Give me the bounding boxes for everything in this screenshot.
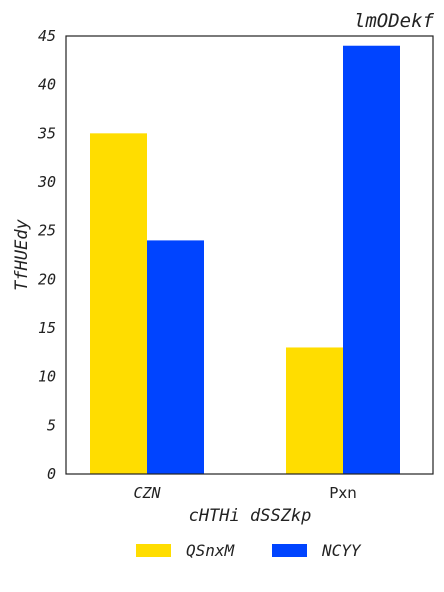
y-tick-label: 25 xyxy=(38,222,56,240)
y-tick-label: 10 xyxy=(38,368,56,386)
y-tick-label: 20 xyxy=(38,270,56,288)
chart-title: lmODekf xyxy=(354,10,435,32)
x-tick-label: Pxn xyxy=(329,484,356,502)
legend-label: QSnxM xyxy=(186,541,236,560)
y-axis-ticks: 0 5 10 15 20 25 30 35 40 45 xyxy=(37,27,56,483)
x-axis-ticks: CZN Pxn xyxy=(133,484,356,502)
y-tick-label: 35 xyxy=(37,124,56,142)
bar-NCYY-CZN xyxy=(147,240,204,474)
legend-swatch-QSnxM xyxy=(136,544,171,557)
y-tick-label: 45 xyxy=(38,27,56,45)
plot-area-frame xyxy=(65,35,434,475)
legend-label: NCYY xyxy=(321,541,362,560)
bar-NCYY-Pxn xyxy=(343,45,400,474)
bar-QSnxM-CZN xyxy=(90,133,147,475)
legend-swatch-NCYY xyxy=(272,544,307,557)
bar-series-group xyxy=(90,45,400,475)
y-axis-title: TfHUEdy xyxy=(12,218,32,290)
y-tick-label: 30 xyxy=(37,173,56,191)
y-tick-label: 15 xyxy=(38,319,56,337)
x-axis-title: cHTHi dSSZkp xyxy=(189,506,312,526)
y-tick-label: 0 xyxy=(47,465,56,483)
bar-QSnxM-Pxn xyxy=(286,347,343,474)
x-tick-label: CZN xyxy=(133,484,161,502)
y-tick-label: 40 xyxy=(38,76,56,94)
y-tick-label: 5 xyxy=(47,416,56,434)
legend: QSnxM NCYY xyxy=(136,541,362,560)
